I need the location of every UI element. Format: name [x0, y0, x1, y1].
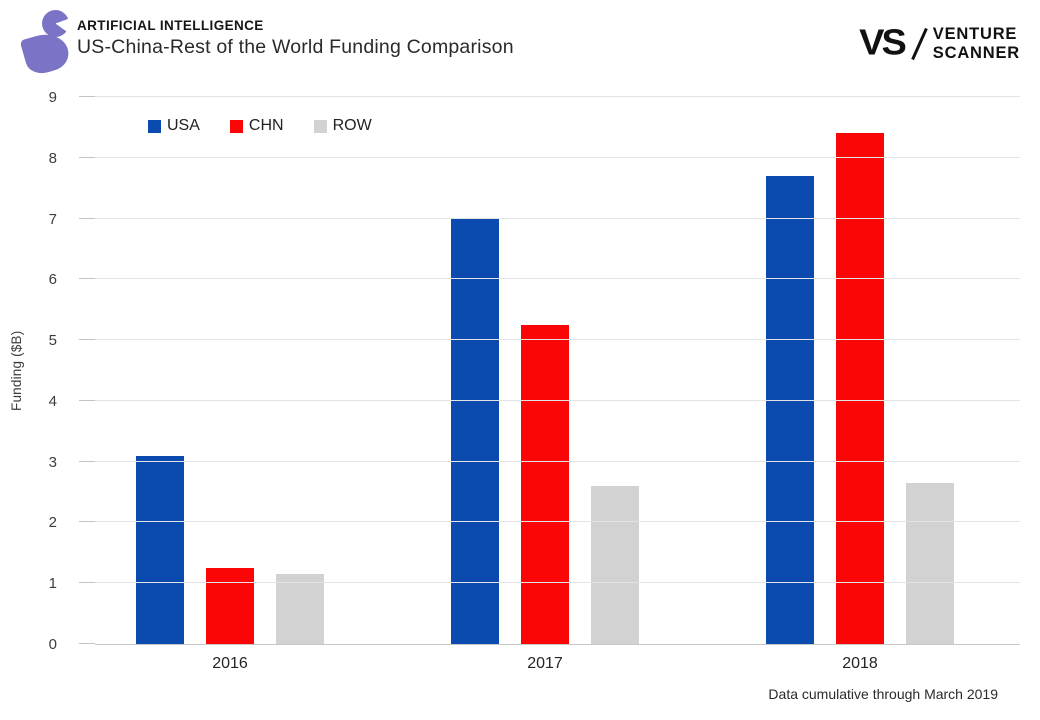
y-tick-label-8: 8 [48, 149, 57, 167]
y-tickmark-1 [79, 582, 95, 584]
bar-row-2017 [591, 485, 639, 644]
gridline-y1 [95, 582, 1020, 584]
bar-usa-2018 [766, 176, 814, 644]
page-title: US-China-Rest of the World Funding Compa… [77, 36, 514, 58]
legend: USA CHN ROW [148, 117, 372, 135]
vs-monogram: VS [859, 23, 907, 63]
y-tickmark-4 [79, 399, 95, 401]
gridline-y3 [95, 460, 1020, 462]
y-tick-label-6: 6 [48, 271, 57, 289]
y-tickmark-5 [79, 339, 95, 341]
y-tickmark-3 [79, 460, 95, 462]
gridline-y2 [95, 521, 1020, 523]
legend-label-row: ROW [332, 117, 372, 134]
venture-scanner-category-person-icon [19, 8, 74, 78]
legend-swatch-chn [229, 119, 243, 133]
person-icon-body [19, 28, 73, 78]
y-tick-label-5: 5 [48, 332, 57, 350]
y-tickmark-9 [79, 96, 95, 97]
plot-area: USA CHN ROW 2016 2017 2018 0 1 2 3 4 5 6 7 8 9 [49, 89, 1020, 672]
y-tick-label-0: 0 [48, 636, 57, 653]
bar-chn-2016 [206, 568, 254, 644]
legend-label-chn: CHN [248, 117, 284, 134]
y-tickmark-0 [79, 643, 95, 644]
gridline-y9 [95, 96, 1020, 97]
legend-item-row: ROW [313, 117, 372, 135]
y-axis-title: Funding ($B) [9, 330, 24, 412]
bar-group-2017: 2017 [451, 97, 639, 672]
legend-item-chn: CHN [229, 117, 284, 135]
y-tick-label-4: 4 [48, 392, 57, 410]
gridline-y5 [95, 339, 1020, 341]
y-tickmark-8 [79, 156, 95, 158]
bar-chn-2017 [521, 324, 569, 644]
venture-scanner-logo: VS VENTURE SCANNER [859, 22, 1020, 65]
slash-icon [911, 27, 928, 60]
bar-usa-2017 [451, 218, 499, 644]
gridline-y8 [95, 156, 1020, 158]
legend-item-usa: USA [148, 117, 200, 135]
x-axis-label-2018: 2018 [842, 655, 878, 672]
legend-swatch-usa [148, 119, 161, 133]
x-axis-label-2017: 2017 [527, 655, 563, 672]
y-tickmark-2 [79, 521, 95, 523]
bar-group-2018: 2018 [766, 97, 954, 672]
y-tick-label-7: 7 [48, 210, 57, 228]
header: ARTIFICIAL INTELLIGENCE US-China-Rest of… [0, 0, 1040, 86]
bar-row-2018 [906, 482, 954, 644]
y-tick-label-3: 3 [48, 453, 57, 471]
header-text: ARTIFICIAL INTELLIGENCE US-China-Rest of… [77, 18, 514, 59]
y-tick-label-2: 2 [48, 514, 57, 532]
bar-row-2016 [276, 574, 324, 644]
legend-swatch-row [313, 119, 327, 133]
y-tick-label-1: 1 [48, 575, 57, 593]
gridline-y6 [95, 278, 1020, 280]
gridline-y7 [95, 217, 1020, 219]
x-axis-label-2016: 2016 [212, 655, 248, 672]
brand-name-line2: SCANNER [932, 43, 1020, 62]
brand-name: VENTURE SCANNER [933, 25, 1020, 62]
bar-chn-2018 [836, 133, 884, 644]
bar-usa-2016 [136, 455, 184, 644]
brand-name-line1: VENTURE [932, 25, 1018, 44]
y-tickmark-7 [79, 217, 95, 219]
category-kicker: ARTIFICIAL INTELLIGENCE [77, 18, 264, 33]
y-tick-label-9: 9 [48, 89, 57, 106]
bars-row: 2016 2017 2018 [95, 97, 1020, 672]
footnote: Data cumulative through March 2019 [768, 686, 998, 702]
bar-group-2016: 2016 [136, 97, 324, 672]
y-tickmark-6 [79, 278, 95, 280]
legend-label-usa: USA [167, 117, 200, 134]
person-icon-head [42, 10, 69, 37]
gridline-y4 [95, 399, 1020, 401]
